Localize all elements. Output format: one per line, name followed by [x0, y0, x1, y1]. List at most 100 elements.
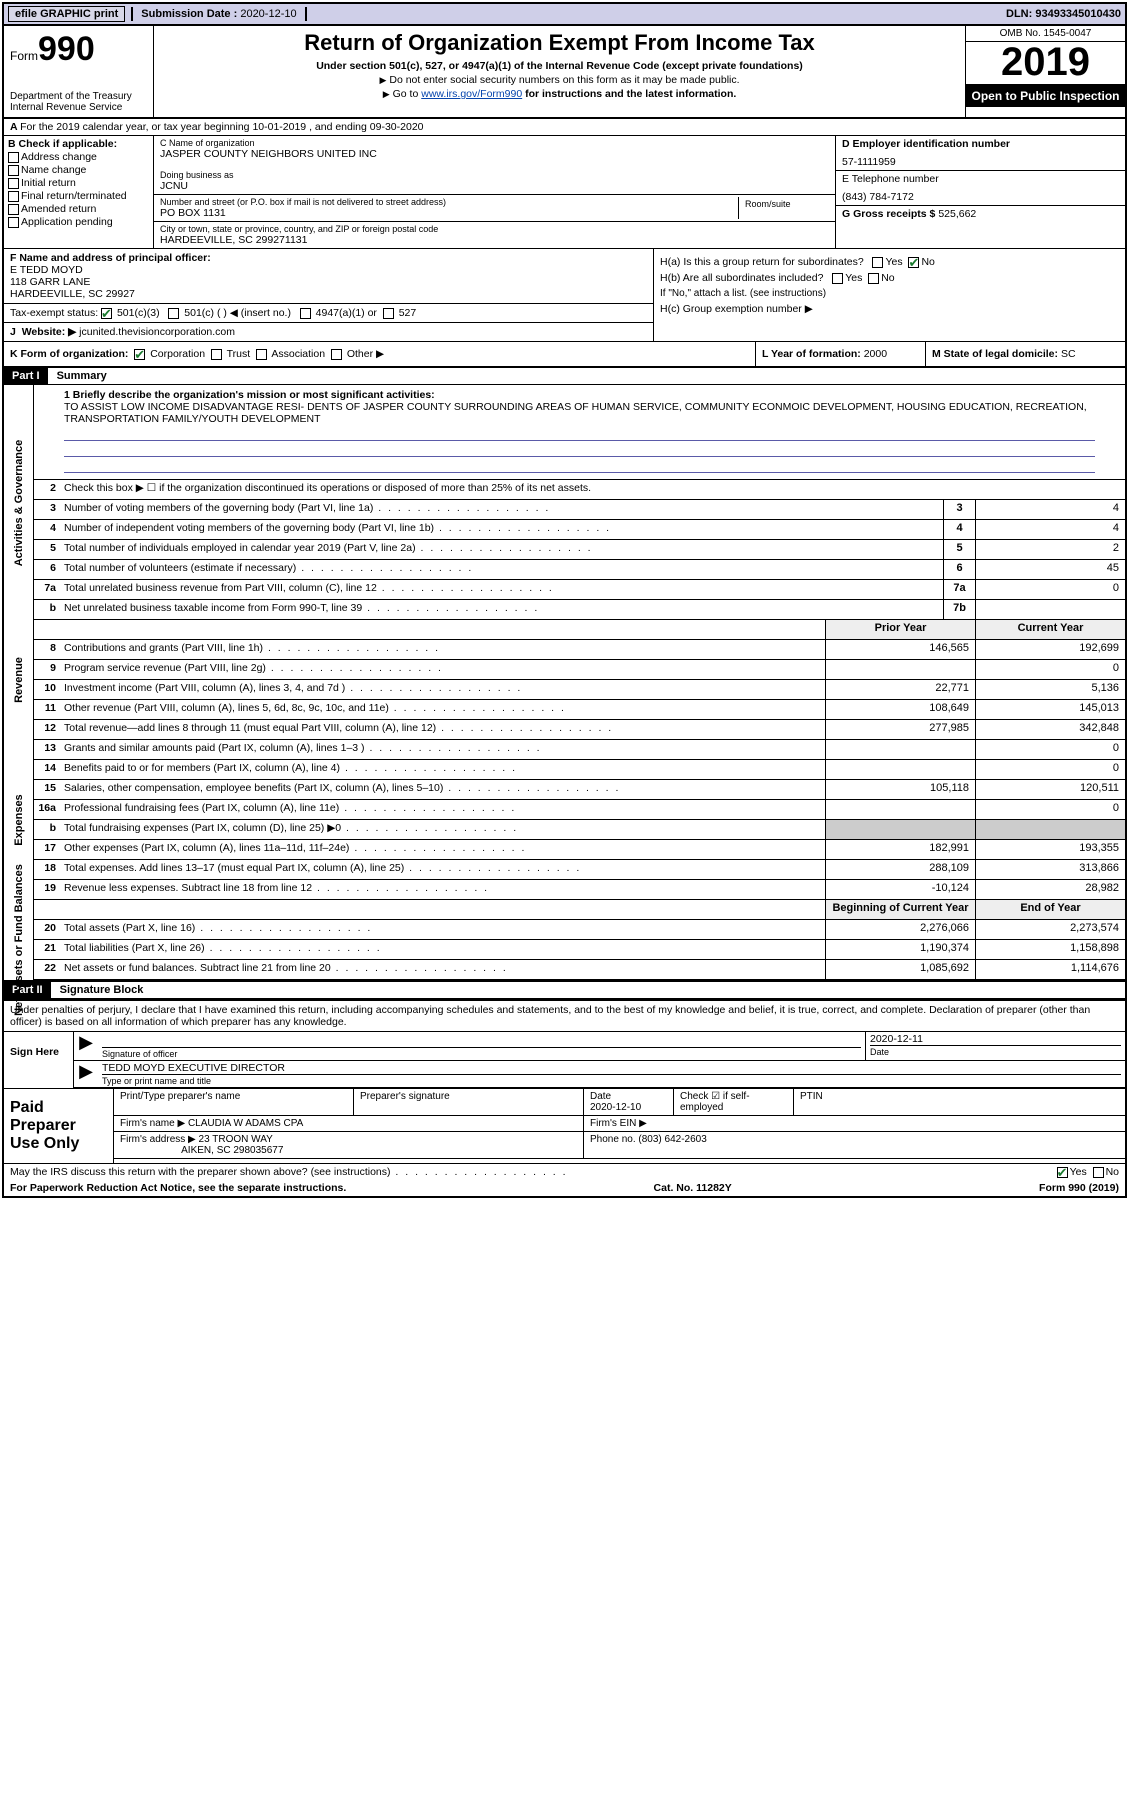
dept-treasury: Department of the Treasury — [10, 91, 147, 102]
discuss-row: May the IRS discuss this return with the… — [4, 1163, 1125, 1180]
form-subtitle: Under section 501(c), 527, or 4947(a)(1)… — [162, 60, 957, 72]
k-label: K Form of organization: — [10, 348, 128, 360]
public-inspection-badge: Open to Public Inspection — [966, 85, 1125, 107]
ein-label: D Employer identification number — [842, 138, 1010, 150]
line-10: 10 Investment income (Part VIII, column … — [34, 680, 1125, 700]
submission-date-label: Submission Date : — [141, 8, 237, 20]
m-label: M State of legal domicile: — [932, 348, 1058, 360]
dept-irs: Internal Revenue Service — [10, 102, 147, 113]
preparer-sig-label: Preparer's signature — [354, 1089, 584, 1115]
cb-527[interactable] — [383, 308, 394, 319]
hb-note: If "No," attach a list. (see instruction… — [660, 288, 1119, 299]
col-d-right: D Employer identification number 57-1111… — [835, 136, 1125, 248]
part1-title: Summary — [51, 368, 113, 384]
line-15: 15 Salaries, other compensation, employe… — [34, 780, 1125, 800]
org-name: JASPER COUNTY NEIGHBORS UNITED INC — [160, 148, 829, 160]
cb-corp[interactable] — [134, 349, 145, 360]
website-value: jcunited.thevisioncorporation.com — [79, 326, 235, 338]
cb-amended[interactable]: Amended return — [8, 203, 149, 215]
cb-initial-return[interactable]: Initial return — [8, 177, 149, 189]
cb-address-change[interactable]: Address change — [8, 151, 149, 163]
line-21: 21 Total liabilities (Part X, line 26) 1… — [34, 940, 1125, 960]
cb-name-change[interactable]: Name change — [8, 164, 149, 176]
firm-addr1: 23 TROON WAY — [199, 1134, 273, 1145]
form-identifier: Form990 Department of the Treasury Inter… — [4, 26, 154, 117]
tax-exempt-label: Tax-exempt status: — [10, 307, 98, 319]
dba-label: Doing business as — [160, 170, 829, 180]
side-revenue: Revenue — [4, 620, 34, 740]
line-16a: 16a Professional fundraising fees (Part … — [34, 800, 1125, 820]
eoy-hdr: End of Year — [975, 900, 1125, 919]
hc-label: H(c) Group exemption number ▶ — [660, 303, 1119, 315]
cb-discuss-yes[interactable] — [1057, 1167, 1068, 1178]
line-2: 2 Check this box ▶ ☐ if the organization… — [34, 480, 1125, 500]
line-1: 1 Briefly describe the organization's mi… — [34, 385, 1125, 480]
officer-label: Type or print name and title — [102, 1074, 1121, 1086]
line-14: 14 Benefits paid to or for members (Part… — [34, 760, 1125, 780]
officer-addr2: HARDEEVILLE, SC 29927 — [10, 288, 135, 300]
footer: For Paperwork Reduction Act Notice, see … — [4, 1180, 1125, 1196]
website-label: Website: ▶ — [22, 326, 77, 338]
prior-year-hdr: Prior Year — [825, 620, 975, 639]
street-value: PO BOX 1131 — [160, 207, 738, 219]
declaration-text: Under penalties of perjury, I declare th… — [4, 1001, 1125, 1032]
cb-discuss-no[interactable] — [1093, 1167, 1104, 1178]
line-3: 3 Number of voting members of the govern… — [34, 500, 1125, 520]
block-f-left: F Name and address of principal officer:… — [4, 249, 654, 341]
cb-501c[interactable] — [168, 308, 179, 319]
cb-hb-yes[interactable] — [832, 273, 843, 284]
colb-header: B Check if applicable: — [8, 138, 117, 150]
irs-link[interactable]: www.irs.gov/Form990 — [421, 88, 522, 100]
line-11: 11 Other revenue (Part VIII, column (A),… — [34, 700, 1125, 720]
ha-label: H(a) Is this a group return for subordin… — [660, 256, 864, 268]
line-17: 17 Other expenses (Part IX, column (A), … — [34, 840, 1125, 860]
row-l: L Year of formation: 2000 — [755, 342, 925, 366]
city-value: HARDEEVILLE, SC 299271131 — [160, 234, 829, 246]
cb-other[interactable] — [331, 349, 342, 360]
line-22: 22 Net assets or fund balances. Subtract… — [34, 960, 1125, 980]
form-word: Form — [10, 49, 38, 63]
cb-assoc[interactable] — [256, 349, 267, 360]
block-h-right: H(a) Is this a group return for subordin… — [654, 249, 1125, 341]
gross-receipts-value: 525,662 — [938, 208, 976, 220]
m-value: SC — [1061, 348, 1076, 360]
col-c-org-info: C Name of organization JASPER COUNTY NEI… — [154, 136, 835, 248]
501c3-label: 501(c)(3) — [117, 307, 160, 319]
tax-exempt-row: Tax-exempt status: 501(c)(3) 501(c) ( ) … — [4, 304, 653, 323]
cb-trust[interactable] — [211, 349, 222, 360]
cb-final-return[interactable]: Final return/terminated — [8, 190, 149, 202]
line-9: 9 Program service revenue (Part VIII, li… — [34, 660, 1125, 680]
line-13: 13 Grants and similar amounts paid (Part… — [34, 740, 1125, 760]
cb-ha-yes[interactable] — [872, 257, 883, 268]
cb-application-pending[interactable]: Application pending — [8, 216, 149, 228]
line-8: 8 Contributions and grants (Part VIII, l… — [34, 640, 1125, 660]
cb-hb-no[interactable] — [868, 273, 879, 284]
firm-phone: (803) 642-2603 — [638, 1134, 706, 1145]
cb-4947[interactable] — [300, 308, 311, 319]
line-12: 12 Total revenue—add lines 8 through 11 … — [34, 720, 1125, 740]
line-18: 18 Total expenses. Add lines 13–17 (must… — [34, 860, 1125, 880]
form-footer: Form 990 (2019) — [1039, 1182, 1119, 1194]
form-title: Return of Organization Exempt From Incom… — [162, 30, 957, 56]
phone-value: (843) 784-7172 — [842, 191, 1119, 203]
firm-ein-label: Firm's EIN ▶ — [584, 1116, 1125, 1131]
cb-ha-no[interactable] — [908, 257, 919, 268]
527-label: 527 — [399, 307, 417, 319]
efile-button[interactable]: efile GRAPHIC print — [8, 6, 125, 22]
line-20: 20 Total assets (Part X, line 16) 2,276,… — [34, 920, 1125, 940]
dln: DLN: 93493345010430 — [1006, 8, 1121, 20]
street-label: Number and street (or P.O. box if mail i… — [160, 197, 738, 207]
cb-501c3[interactable] — [101, 308, 112, 319]
paperwork-notice: For Paperwork Reduction Act Notice, see … — [10, 1182, 346, 1194]
l1-label: 1 Briefly describe the organization's mi… — [64, 389, 435, 401]
sign-arrow-icon: ▶ — [74, 1061, 98, 1087]
part2-title: Signature Block — [54, 982, 150, 998]
line-7a: 7a Total unrelated business revenue from… — [34, 580, 1125, 600]
org-name-label: C Name of organization — [160, 138, 829, 148]
form-number: 990 — [38, 30, 95, 68]
hb-label: H(b) Are all subordinates included? — [660, 272, 823, 284]
tax-year: 2019 — [966, 42, 1125, 85]
header-right: OMB No. 1545-0047 2019 Open to Public In… — [965, 26, 1125, 117]
side-governance: Activities & Governance — [4, 385, 34, 620]
date-label: Date — [870, 1045, 1121, 1057]
